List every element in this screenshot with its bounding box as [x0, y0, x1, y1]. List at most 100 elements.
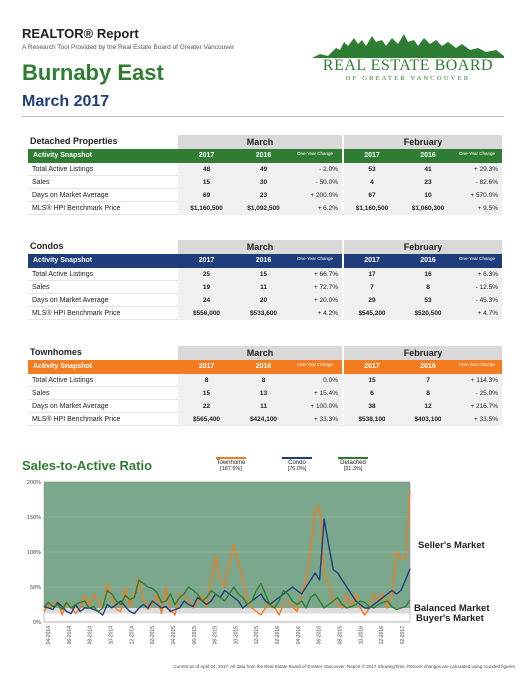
value-cell: $424,100 [235, 413, 292, 426]
value-cell: 20 [235, 294, 292, 307]
value-cell: 11 [235, 400, 292, 413]
change-header: One-Year Change [456, 360, 502, 374]
logo-text: REAL ESTATE BOARD [322, 57, 494, 74]
balanced-market-band [44, 608, 410, 614]
section-title: Detached Properties [30, 136, 118, 146]
value-cell: $565,400 [178, 413, 235, 426]
value-cell: 30 [235, 176, 292, 189]
legend-townhome: Townhome [187.5%] [216, 457, 246, 472]
snapshot-header-row: Activity Snapshot 2017 2016 One-Year Cha… [28, 360, 502, 374]
month-header-current: March [178, 240, 342, 254]
y-tick-label: 150% [27, 515, 41, 521]
legend-condo: Condo [76.0%] [282, 457, 312, 472]
report-month: March 2017 [22, 93, 110, 110]
legend-detached: Detached [31.3%] [338, 457, 368, 472]
plot-border [43, 481, 411, 623]
change-header: One-Year Change [456, 149, 502, 163]
table-row: Days on Market Average 24 20 + 20.0% 29 53- 4… [28, 294, 502, 307]
year-header: 2016 [400, 360, 456, 374]
value-cell: 7 [400, 374, 456, 387]
x-tick-label: 02-2016 [275, 626, 281, 645]
row-label: MLS® HPI Benchmark Price [32, 310, 121, 317]
table-row: MLS® HPI Benchmark Price $565,400 $424,100… [28, 413, 502, 426]
y-tick-label: 0% [33, 620, 41, 626]
change-cell: + 6.3% [456, 268, 502, 281]
value-cell: 15 [178, 176, 235, 189]
table-row: Total Active Listings 25 15 + 66.7% 17 16 + 6.… [28, 268, 502, 281]
row-label: Days on Market Average [32, 403, 109, 410]
condos-section: Condos March February Activity Snapshot … [28, 240, 502, 320]
x-tick-label: 10-2014 [108, 626, 114, 645]
value-cell: $533,600 [235, 307, 292, 320]
x-tick-label: 04-2016 [296, 626, 302, 645]
table-row: MLS® HPI Benchmark Price $1,160,500 $1,092… [28, 202, 502, 215]
value-cell: 13 [235, 387, 292, 400]
change-cell: - 12.5% [456, 281, 502, 294]
legend-value: [31.3%] [343, 466, 363, 472]
change-cell: + 20.0% [292, 294, 342, 307]
change-cell: + 216.7% [456, 400, 502, 413]
snapshot-label: Activity Snapshot [28, 254, 178, 268]
y-tick-label: 50% [30, 585, 41, 591]
logo-subtext: OF GREATER VANCOUVER [345, 75, 471, 82]
legend-value: [76.0%] [287, 466, 307, 472]
table-row: Sales 15 13 + 15.4% 6 8- 25.0% [28, 387, 502, 400]
row-label: Days on Market Average [32, 297, 109, 304]
table-row: Days on Market Average 69 23 + 200.0% 67 10 + … [28, 189, 502, 202]
legend-label: Condo [288, 460, 306, 466]
series-line-condo [43, 518, 411, 616]
value-cell: 8 [178, 374, 235, 387]
sellers-market-label: Seller's Market [418, 540, 485, 551]
change-header: One-Year Change [292, 360, 342, 374]
value-cell: 69 [178, 189, 235, 202]
x-tick-label: 12-2014 [129, 626, 135, 645]
value-cell: 49 [235, 163, 292, 176]
footer-note: Current as of April 04, 2017. All data f… [173, 664, 516, 669]
value-cell: $1,060,300 [400, 202, 456, 215]
x-tick-label: 08-2015 [213, 626, 219, 645]
table-row: Total Active Listings 48 49- 2.0% 53 41 + 29.… [28, 163, 502, 176]
value-cell: 15 [178, 387, 235, 400]
change-header: One-Year Change [456, 254, 502, 268]
value-cell: $1,092,500 [235, 202, 292, 215]
value-cell: 4 [344, 176, 400, 189]
y-tick-label: 200% [27, 480, 41, 486]
balanced-market-label: Balanced Market [414, 603, 490, 614]
series-line-townhome [43, 490, 411, 616]
year-header: 2016 [400, 149, 456, 163]
x-tick-label: 06-2016 [317, 626, 323, 645]
value-cell: 23 [235, 189, 292, 202]
year-header: 2017 [344, 149, 400, 163]
change-cell: + 570.0% [456, 189, 502, 202]
value-cell: 11 [235, 281, 292, 294]
row-label: Days on Market Average [32, 192, 109, 199]
snapshot-label: Activity Snapshot [28, 360, 178, 374]
change-cell: + 114.3% [456, 374, 502, 387]
value-cell: 67 [344, 189, 400, 202]
year-header: 2016 [235, 254, 292, 268]
value-cell: 22 [178, 400, 235, 413]
value-cell: 53 [400, 294, 456, 307]
change-cell: 0.0% [292, 374, 342, 387]
chart-title: Sales-to-Active Ratio [22, 458, 153, 473]
row-label: Total Active Listings [32, 166, 94, 173]
sales-to-active-chart: 0% 50% 100% 150% 200% 04-2014 06-2014 08-2014 10… [27, 480, 411, 645]
change-cell: + 4.7% [456, 307, 502, 320]
legend-swatch [216, 457, 246, 459]
value-cell: $1,160,500 [344, 202, 400, 215]
value-cell: $1,160,500 [178, 202, 235, 215]
change-cell: + 200.0% [292, 189, 342, 202]
legend-swatch [282, 457, 312, 459]
value-cell: 23 [400, 176, 456, 189]
table-row: Days on Market Average 22 11 + 100.0% 38 12 + … [28, 400, 502, 413]
value-cell: 29 [344, 294, 400, 307]
x-tick-label: 02-2017 [400, 626, 406, 645]
table-row: Total Active Listings 8 8 0.0% 15 7 + 114.3% [28, 374, 502, 387]
row-label: MLS® HPI Benchmark Price [32, 205, 121, 212]
change-cell: - 50.0% [292, 176, 342, 189]
snapshot-header-row: Activity Snapshot 2017 2016 One-Year Cha… [28, 254, 502, 268]
change-header: One-Year Change [292, 254, 342, 268]
change-cell: + 15.4% [292, 387, 342, 400]
month-header-current: March [178, 346, 342, 360]
year-header: 2017 [178, 360, 235, 374]
